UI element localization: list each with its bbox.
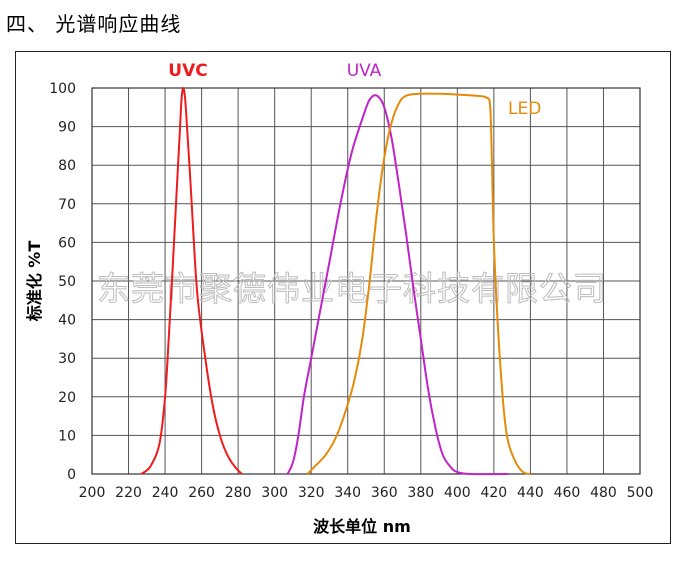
x-tick-label: 500 xyxy=(627,485,654,501)
x-tick-label: 260 xyxy=(188,485,215,501)
series-curves xyxy=(140,87,531,476)
x-tick-label: 380 xyxy=(407,485,434,501)
y-axis-label: 标准化 %T xyxy=(25,241,44,323)
y-tick-label: 50 xyxy=(58,274,76,290)
x-tick-label: 460 xyxy=(554,485,581,501)
x-tick-label: 220 xyxy=(115,485,142,501)
x-tick-label: 440 xyxy=(517,485,544,501)
x-tick-label: 480 xyxy=(590,485,617,501)
x-tick-label: 360 xyxy=(371,485,398,501)
series-label-led: LED xyxy=(508,99,541,119)
y-tick-label: 60 xyxy=(58,235,76,251)
x-tick-label: 340 xyxy=(334,485,361,501)
y-tick-label: 10 xyxy=(58,428,76,444)
y-tick-label: 80 xyxy=(58,158,76,174)
y-tick-label: 0 xyxy=(67,467,76,483)
watermark-text: 东莞市聚德伟业电子科技有限公司 xyxy=(97,269,607,308)
x-tick-label: 300 xyxy=(261,485,288,501)
series-labels: UVC UVA LED xyxy=(168,61,541,119)
x-tick-label: 420 xyxy=(480,485,507,501)
x-tick-label: 240 xyxy=(152,485,179,501)
chart-frame xyxy=(15,51,671,544)
y-tick-label: 70 xyxy=(58,197,76,213)
series-line-led xyxy=(306,92,531,475)
y-tick-label: 100 xyxy=(49,81,76,97)
series-line-uva xyxy=(286,94,509,476)
plot-border xyxy=(91,87,641,475)
series-label-uva: UVA xyxy=(347,61,382,81)
x-axis-label: 波长单位 nm xyxy=(313,517,411,536)
x-tick-label: 280 xyxy=(225,485,252,501)
y-tick-label: 20 xyxy=(58,390,76,406)
section-heading: 四、 光谱响应曲线 xyxy=(6,12,182,36)
series-line-uvc xyxy=(140,87,243,475)
x-tick-labels: 200 220 240 260 280 300 320 340 360 380 400 420 440 4… xyxy=(79,485,654,501)
x-tick-label: 400 xyxy=(444,485,471,501)
x-tick-label: 200 xyxy=(79,485,106,501)
y-tick-label: 90 xyxy=(58,120,76,136)
chart-grid xyxy=(91,87,641,475)
y-tick-label: 30 xyxy=(58,351,76,367)
y-tick-label: 40 xyxy=(58,313,76,329)
y-tick-labels: 0 10 20 30 40 50 60 70 80 90 100 xyxy=(49,81,76,483)
series-label-uvc: UVC xyxy=(168,61,207,81)
x-tick-label: 320 xyxy=(298,485,325,501)
